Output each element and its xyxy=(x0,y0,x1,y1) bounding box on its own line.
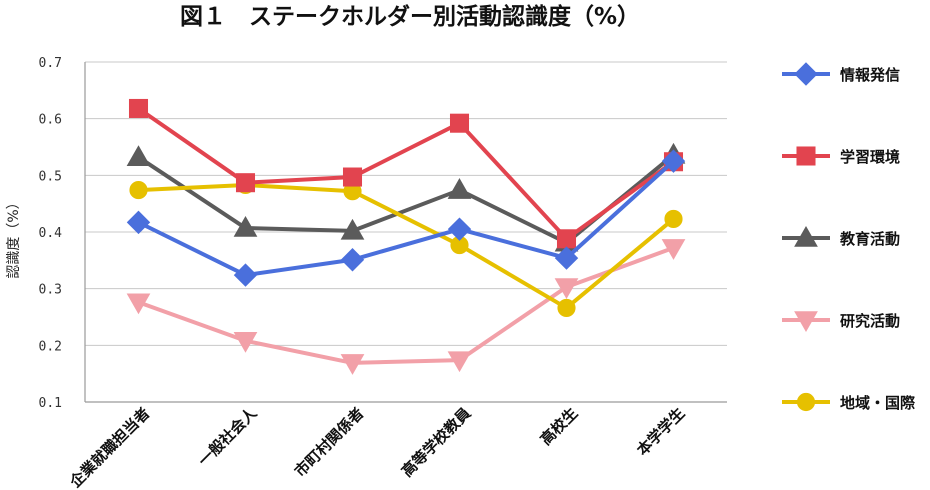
x-tick-label: 市町村関係者 xyxy=(291,404,367,480)
data-point-diamond-icon xyxy=(447,217,472,241)
legend-label: 研究活動 xyxy=(840,312,900,330)
data-point-square-icon xyxy=(449,113,470,133)
chart-title: 図１ ステークホルダー別活動認識度（%） xyxy=(180,3,640,30)
series-line xyxy=(137,159,675,278)
y-axis-title: 認識度（%） xyxy=(6,195,22,278)
series-4 xyxy=(126,239,686,375)
data-point-triangle-down-icon xyxy=(554,278,579,299)
legend-square-icon xyxy=(796,146,816,166)
data-point-triangle-up-icon xyxy=(233,216,258,237)
data-point-triangle-up-icon xyxy=(340,218,365,240)
data-point-square-icon xyxy=(235,173,256,193)
legend-triangle-up-icon xyxy=(794,225,818,247)
legend-item: 教育活動 xyxy=(782,225,900,248)
data-point-square-icon xyxy=(556,229,577,249)
data-point-triangle-up-icon xyxy=(447,178,472,199)
legend-diamond-icon xyxy=(794,62,818,86)
gridlines xyxy=(85,61,727,403)
legend-item: 情報発信 xyxy=(782,62,900,86)
y-tick-label: 0.5 xyxy=(39,169,62,184)
y-tick-label: 0.2 xyxy=(39,339,62,354)
legend-label: 地域・国際 xyxy=(840,394,916,412)
data-point-triangle-down-icon xyxy=(447,351,472,373)
data-point-triangle-up-icon xyxy=(126,145,151,166)
axes xyxy=(84,62,727,403)
data-point-circle-icon xyxy=(557,298,576,318)
y-tick-label: 0.7 xyxy=(39,56,62,71)
y-tick-label: 0.1 xyxy=(39,396,62,411)
data-point-circle-icon xyxy=(664,209,683,229)
data-point-square-icon xyxy=(342,167,363,187)
legend-label: 学習環境 xyxy=(840,148,900,166)
y-tick-label: 0.3 xyxy=(39,283,62,298)
data-point-diamond-icon xyxy=(126,210,151,235)
data-point-triangle-down-icon xyxy=(233,332,258,353)
y-tick-label: 0.6 xyxy=(39,113,62,128)
data-point-triangle-down-icon xyxy=(661,239,686,260)
series-line xyxy=(137,245,675,365)
y-axis-ticks: 0.1 0.2 0.3 0.4 0.5 0.6 0.7 xyxy=(39,56,63,411)
data-point-square-icon xyxy=(128,98,149,118)
series-5 xyxy=(129,175,683,318)
x-tick-label: 企業就職担当者 xyxy=(66,404,154,490)
series-line xyxy=(137,153,675,245)
x-axis-ticks: 企業就職担当者 一般社会人 市町村関係者 高等学校教員 高校生 本学学生 xyxy=(66,403,689,490)
data-point-triangle-down-icon xyxy=(340,354,365,375)
legend-circle-icon xyxy=(796,392,816,412)
series-line xyxy=(138,182,675,310)
data-point-diamond-icon xyxy=(233,263,258,287)
data-point-circle-icon xyxy=(129,180,148,200)
series-line xyxy=(137,106,675,241)
legend-triangle-down-icon xyxy=(794,311,818,333)
series-layer xyxy=(126,98,686,375)
legend-item: 学習環境 xyxy=(782,146,900,166)
legend-label: 教育活動 xyxy=(839,230,900,248)
x-tick-label: 本学学生 xyxy=(633,404,688,459)
y-tick-label: 0.4 xyxy=(39,226,63,241)
x-tick-label: 一般社会人 xyxy=(195,403,261,469)
data-point-diamond-icon xyxy=(661,149,686,173)
x-tick-label: 高校生 xyxy=(537,404,582,449)
series-1 xyxy=(126,149,686,287)
legend-item: 研究活動 xyxy=(782,311,900,333)
x-tick-label: 高等学校教員 xyxy=(398,404,474,480)
legend-label: 情報発信 xyxy=(840,66,900,84)
data-point-diamond-icon xyxy=(554,246,579,270)
data-point-diamond-icon xyxy=(340,248,365,272)
data-point-triangle-down-icon xyxy=(126,293,151,315)
legend-item: 地域・国際 xyxy=(782,392,916,412)
